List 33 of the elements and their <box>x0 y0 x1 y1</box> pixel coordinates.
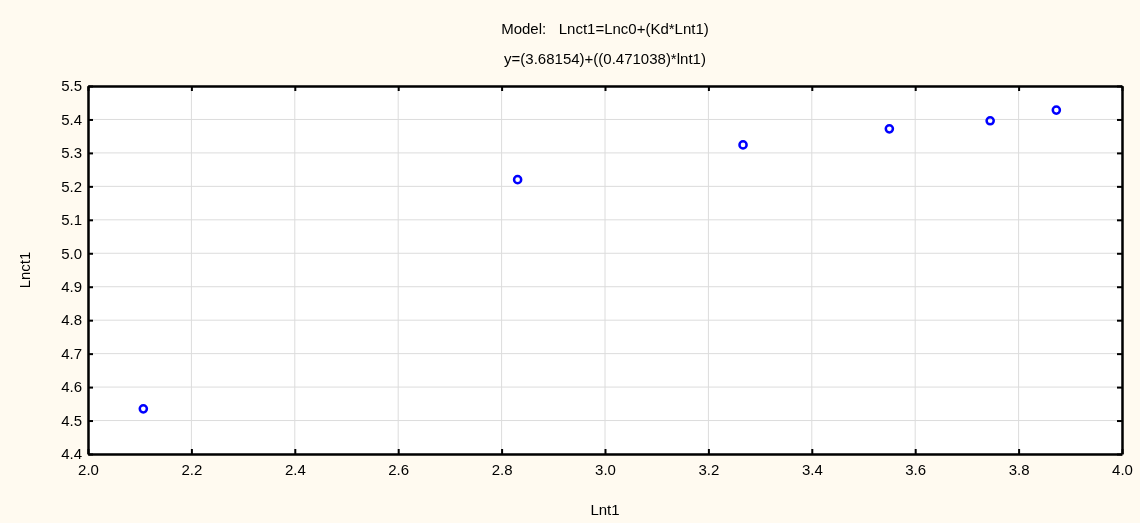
point <box>512 174 523 185</box>
y-tick-label: 5.3 <box>61 144 82 162</box>
x-tick-label: 2.0 <box>78 460 99 478</box>
chart-subtitle: y=(3.68154)+((0.471038)*lnt1) <box>504 50 706 67</box>
x-tick-label: 3.6 <box>905 460 927 478</box>
x-tick-label: 3.4 <box>801 460 823 478</box>
y-tick-label: 4.6 <box>61 378 82 396</box>
chart-title: Model: Lnct1=Lnc0+(Kd*Lnt1) <box>501 20 709 37</box>
x-tick-label: 3.8 <box>1008 460 1030 478</box>
y-tick-label: 4.8 <box>61 311 82 329</box>
y-tick-label: 5.2 <box>61 177 82 195</box>
x-tick-label: 3.2 <box>698 460 720 478</box>
point <box>738 140 748 150</box>
y-tick-label: 5.0 <box>61 244 82 262</box>
point <box>138 404 149 414</box>
point <box>884 124 895 134</box>
x-tick-label: 2.6 <box>388 460 410 478</box>
x-tick-label: 3.0 <box>595 460 616 478</box>
y-tick-label: 4.7 <box>61 344 82 362</box>
y-tick-label: 5.5 <box>61 77 82 95</box>
y-axis-title: Lnct1 <box>16 251 33 289</box>
y-tick-label: 4.5 <box>61 411 82 429</box>
x-tick-label: 2.2 <box>181 460 203 478</box>
y-tick-label: 5.1 <box>61 211 82 229</box>
x-axis-title: Lnt1 <box>590 501 620 518</box>
point <box>1051 105 1062 115</box>
point <box>985 115 995 126</box>
x-tick-label: 4.0 <box>1112 460 1133 478</box>
x-tick-label: 2.4 <box>284 460 306 478</box>
x-tick-label: 2.8 <box>491 460 513 478</box>
y-tick-label: 4.4 <box>61 445 82 463</box>
y-tick-label: 5.4 <box>61 110 82 128</box>
y-tick-label: 4.9 <box>61 278 82 296</box>
